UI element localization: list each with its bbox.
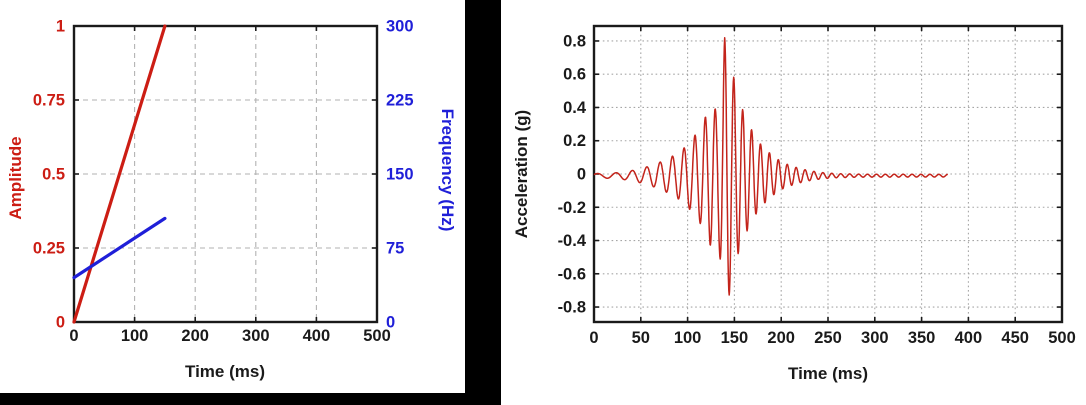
tick-label: 50 (632, 329, 650, 347)
tick-label: 100 (121, 327, 149, 345)
tick-label: 400 (955, 329, 983, 347)
tick-label: 100 (674, 329, 702, 347)
amplitude-frequency-figure: 0 100 200 300 400 500 0 0.25 0.5 0.75 1 0 75 150 225 30… (0, 0, 465, 393)
tick-label: 250 (814, 329, 842, 347)
acceleration-axis-label: Acceleration (g) (512, 109, 531, 239)
amplitude-line (72, 24, 167, 324)
tick-label: 350 (908, 329, 936, 347)
tick-label: 300 (861, 329, 889, 347)
tick-label: 75 (386, 240, 404, 258)
tick-label: 0.75 (33, 92, 65, 110)
amplitude-frequency-plot: 0 100 200 300 400 50000.250.50.75107515022530… (33, 18, 414, 346)
tick-label: -0.2 (558, 199, 586, 217)
acceleration-waveform (593, 37, 949, 296)
tick-label: 0.4 (563, 99, 587, 117)
tick-label: 150 (721, 329, 749, 347)
amplitude-axis-label: Amplitude (6, 136, 25, 220)
tick-label: 0.8 (563, 32, 586, 50)
tick-label: 400 (303, 327, 331, 345)
tick-label: 300 (242, 327, 270, 345)
frequency-axis-label: Frequency (Hz) (438, 108, 457, 232)
tick-label: 0 (589, 329, 598, 347)
black-border-bottom (0, 393, 501, 405)
tick-label: 500 (363, 327, 391, 345)
tick-label: 0 (386, 314, 395, 332)
tick-label: 0 (577, 166, 586, 184)
tick-label: -0.4 (558, 232, 587, 250)
tick-label: -0.8 (558, 299, 586, 317)
acceleration-plot: 0 50 100 150 200 250 300 350 400 450 500 -0.8 -0.6 -0… (558, 24, 1076, 347)
tick-label: 1 (56, 18, 65, 36)
tick-label: 0.6 (563, 66, 586, 84)
tick-label: 500 (1048, 329, 1076, 347)
tick-label: 0.5 (42, 166, 65, 184)
right-chart-time-axis-label: Time (ms) (788, 364, 868, 383)
left-chart-time-axis-label: Time (ms) (185, 362, 265, 381)
tick-label: 0 (69, 327, 78, 345)
tick-label: 0.25 (33, 240, 65, 258)
tick-label: -0.6 (558, 265, 586, 283)
tick-label: 150 (386, 166, 414, 184)
tick-label: 225 (386, 92, 414, 110)
tick-label: 200 (767, 329, 795, 347)
tick-label: 200 (181, 327, 209, 345)
acceleration-time-history-figure: 0 50 100 150 200 250 300 350 400 450 500 -0.8 -0.6 -0… (501, 0, 1086, 405)
tick-label: 0 (56, 314, 65, 332)
tick-label: 450 (1001, 329, 1029, 347)
tick-label: 300 (386, 18, 414, 36)
black-border-vertical (465, 0, 501, 405)
tick-label: 0.2 (563, 132, 586, 150)
frequency-line (72, 216, 167, 280)
